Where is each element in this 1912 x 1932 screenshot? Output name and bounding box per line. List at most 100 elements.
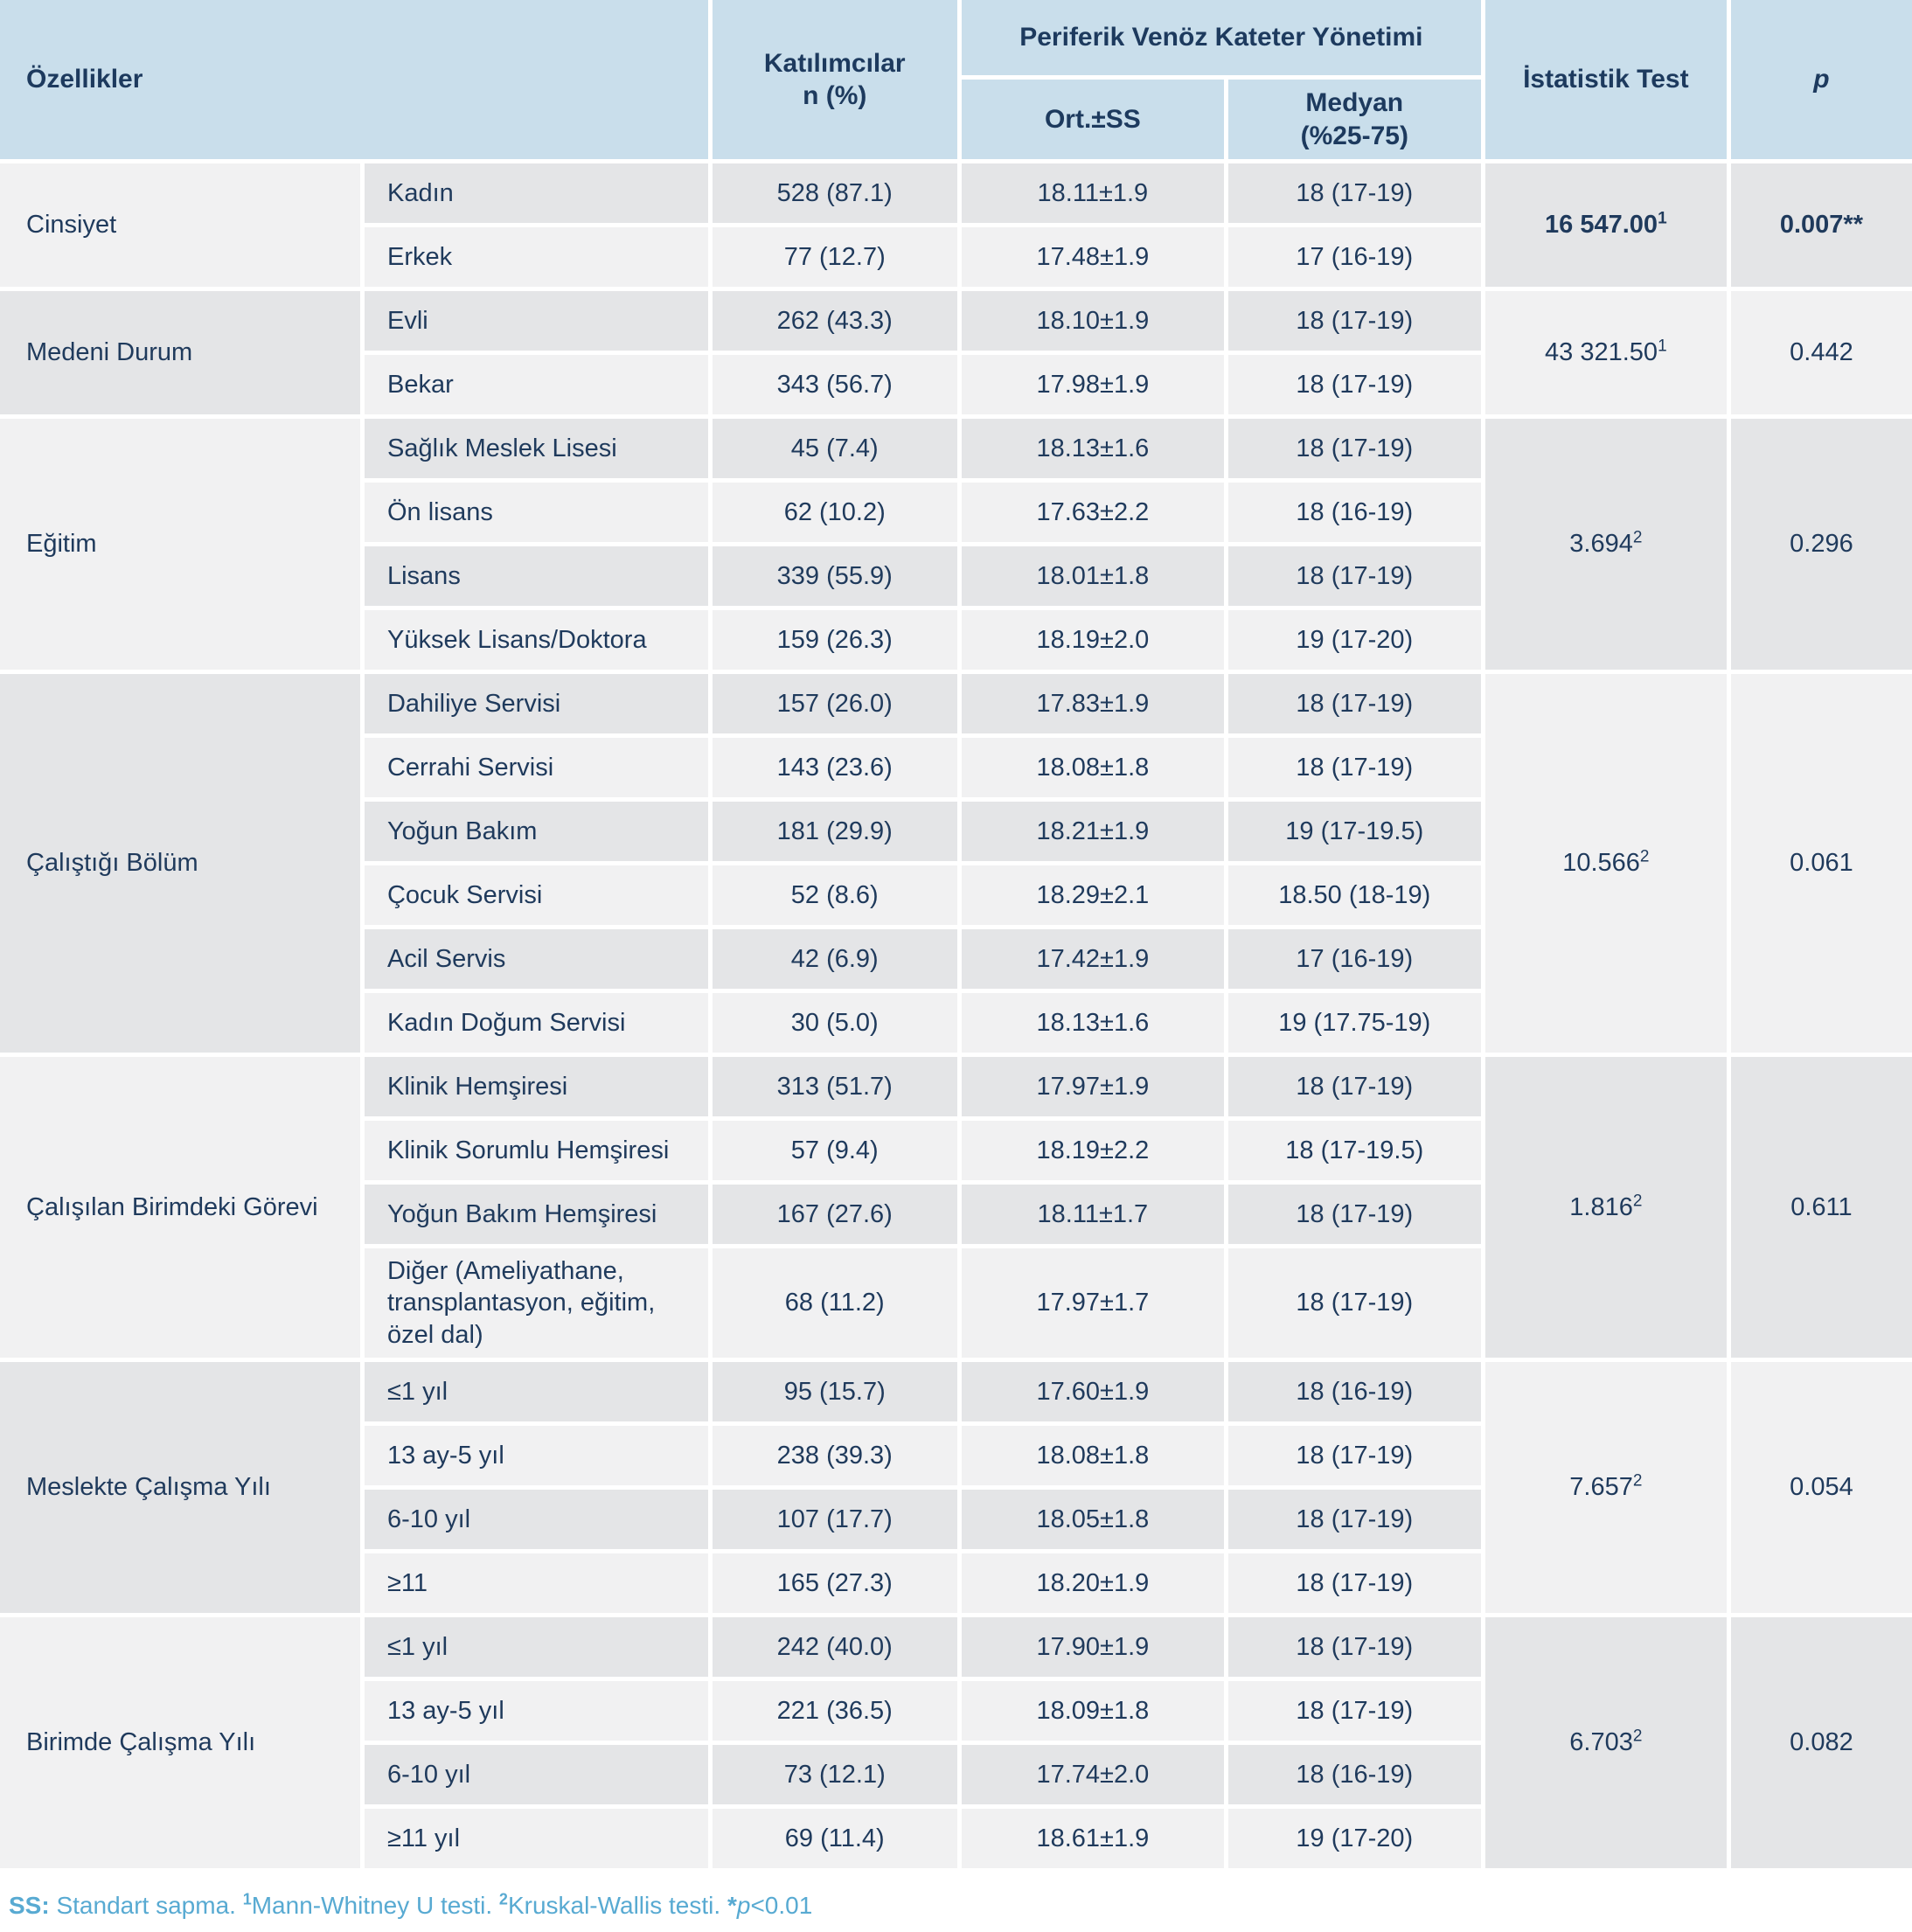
n-percent-cell: 107 (17.7) (712, 1489, 957, 1549)
p-value-cell: 0.611 (1730, 1057, 1912, 1358)
statistic-test-value: 16 547.00 (1545, 211, 1658, 240)
subcategory-cell: Yoğun Bakım Hemşiresi (364, 1185, 708, 1244)
subcategory-cell: Evli (364, 291, 708, 351)
table-row: Diğer (Ameliyathane, transplantasyon, eğ… (0, 1248, 1912, 1358)
footnote-p-value: <0.01 (750, 1891, 813, 1919)
mean-sd-cell: 18.11±1.7 (961, 1185, 1224, 1244)
statistic-test-cell: 16 547.001 (1484, 163, 1727, 287)
n-percent-cell: 62 (10.2) (712, 483, 957, 542)
category-cell: Eğitim (0, 419, 360, 670)
p-value-cell: 0.442 (1730, 291, 1912, 414)
median-cell: 17 (16-19) (1227, 929, 1481, 989)
n-percent-cell: 42 (6.9) (712, 929, 957, 989)
footnote-star: * (727, 1891, 737, 1919)
median-cell: 18 (17-19) (1227, 738, 1481, 797)
n-percent-cell: 77 (12.7) (712, 227, 957, 287)
n-percent-cell: 167 (27.6) (712, 1185, 957, 1244)
mean-sd-cell: 18.08±1.8 (961, 1425, 1224, 1485)
category-cell: Çalıştığı Bölüm (0, 674, 360, 1053)
median-cell: 18.50 (18-19) (1227, 865, 1481, 925)
mean-sd-cell: 18.13±1.6 (961, 993, 1224, 1053)
footnote-sup2: 2 (498, 1890, 508, 1908)
category-cell: Çalışılan Birimdeki Görevi (0, 1057, 360, 1358)
table-row: 13 ay-5 yıl 238 (39.3) 18.08±1.8 18 (17-19) (0, 1425, 1912, 1485)
statistic-test-value: 7.657 (1569, 1473, 1633, 1502)
median-cell: 18 (17-19) (1227, 1248, 1481, 1358)
statistic-test-superscript: 2 (1632, 528, 1643, 547)
statistic-test-superscript: 2 (1632, 1727, 1643, 1746)
subcategory-cell: 6-10 yıl (364, 1489, 708, 1549)
subcategory-cell: Acil Servis (364, 929, 708, 989)
table-row: Ön lisans 62 (10.2) 17.63±2.2 18 (16-19) (0, 483, 1912, 542)
median-cell: 18 (17-19) (1227, 1680, 1481, 1741)
header-istatistik-test: İstatistik Test (1484, 0, 1727, 159)
p-value-cell: 0.296 (1730, 419, 1912, 670)
n-percent-cell: 165 (27.3) (712, 1553, 957, 1613)
statistic-test-cell: 6.7032 (1484, 1616, 1727, 1868)
p-value-cell: 0.082 (1730, 1616, 1912, 1868)
n-percent-cell: 30 (5.0) (712, 993, 957, 1053)
mean-sd-cell: 17.74±2.0 (961, 1744, 1224, 1804)
mean-sd-cell: 18.19±2.2 (961, 1121, 1224, 1180)
median-cell: 18 (17-19) (1227, 419, 1481, 478)
header-medyan-line2: (%25-75) (1300, 121, 1408, 150)
n-percent-cell: 221 (36.5) (712, 1680, 957, 1741)
median-cell: 18 (17-19) (1227, 546, 1481, 606)
header-p: p (1730, 0, 1912, 159)
statistic-test-cell: 7.6572 (1484, 1361, 1727, 1613)
table-row: Çocuk Servisi 52 (8.6) 18.29±2.1 18.50 (18-… (0, 865, 1912, 925)
median-cell: 18 (17-19) (1227, 1425, 1481, 1485)
table-row: Meslekte Çalışma Yılı ≤1 yıl 95 (15.7) 17.6… (0, 1361, 1912, 1613)
subcategory-cell: Diğer (Ameliyathane, transplantasyon, eğ… (364, 1248, 708, 1358)
statistic-test-cell: 3.6942 (1484, 419, 1727, 670)
mean-sd-cell: 18.13±1.6 (961, 419, 1224, 478)
subcategory-cell: Dahiliye Servisi (364, 674, 708, 733)
subcategory-cell: Ön lisans (364, 483, 708, 542)
category-cell: Medeni Durum (0, 291, 360, 414)
stats-table: Özellikler Katılımcılar n (%) Periferik … (0, 0, 1912, 1868)
subcategory-cell: 6-10 yıl (364, 1744, 708, 1804)
n-percent-cell: 262 (43.3) (712, 291, 957, 351)
statistic-test-cell: 43 321.501 (1484, 291, 1727, 414)
header-ort-ss: Ort.±SS (961, 80, 1224, 159)
mean-sd-cell: 18.29±2.1 (961, 865, 1224, 925)
header-medyan: Medyan (%25-75) (1227, 80, 1481, 159)
footnote-ss-text: Standart sapma. (49, 1891, 243, 1919)
statistic-test-cell: 10.5662 (1484, 674, 1727, 1053)
subcategory-cell: Yoğun Bakım (364, 802, 708, 861)
mean-sd-cell: 17.97±1.7 (961, 1248, 1224, 1358)
header-p-label: p (1813, 65, 1830, 94)
p-value-cell: 0.054 (1730, 1361, 1912, 1613)
subcategory-cell: Kadın Doğum Servisi (364, 993, 708, 1053)
subcategory-cell: ≤1 yıl (364, 1361, 708, 1421)
mean-sd-cell: 18.09±1.8 (961, 1680, 1224, 1741)
median-cell: 19 (17-19.5) (1227, 802, 1481, 861)
p-value-cell: 0.061 (1730, 674, 1912, 1053)
n-percent-cell: 528 (87.1) (712, 163, 957, 223)
median-cell: 18 (16-19) (1227, 483, 1481, 542)
n-percent-cell: 242 (40.0) (712, 1616, 957, 1677)
subcategory-cell: Bekar (364, 355, 708, 414)
table-row: Çalışılan Birimdeki Görevi Klinik Hemşire… (0, 1057, 1912, 1358)
header-katilimcilar-line2: n (%) (803, 81, 867, 110)
subcategory-cell: Klinik Sorumlu Hemşiresi (364, 1121, 708, 1180)
statistic-test-superscript: 1 (1658, 337, 1667, 356)
category-cell: Meslekte Çalışma Yılı (0, 1361, 360, 1613)
n-percent-cell: 68 (11.2) (712, 1248, 957, 1358)
table-row: Lisans 339 (55.9) 18.01±1.8 18 (17-19) (0, 546, 1912, 606)
table-row: ≥11 165 (27.3) 18.20±1.9 18 (17-19) (0, 1553, 1912, 1613)
median-cell: 18 (17-19) (1227, 1489, 1481, 1549)
median-cell: 18 (17-19) (1227, 291, 1481, 351)
n-percent-cell: 238 (39.3) (712, 1425, 957, 1485)
table-row: Kadın Doğum Servisi 30 (5.0) 18.13±1.6 19 (… (0, 993, 1912, 1053)
n-percent-cell: 69 (11.4) (712, 1808, 957, 1868)
n-percent-cell: 95 (15.7) (712, 1361, 957, 1421)
mean-sd-cell: 17.42±1.9 (961, 929, 1224, 989)
mean-sd-cell: 18.05±1.8 (961, 1489, 1224, 1549)
statistic-test-value: 6.703 (1569, 1728, 1633, 1757)
subcategory-cell: ≤1 yıl (364, 1616, 708, 1677)
statistic-test-superscript: 1 (1658, 209, 1667, 228)
mean-sd-cell: 17.63±2.2 (961, 483, 1224, 542)
n-percent-cell: 52 (8.6) (712, 865, 957, 925)
subcategory-cell: Kadın (364, 163, 708, 223)
